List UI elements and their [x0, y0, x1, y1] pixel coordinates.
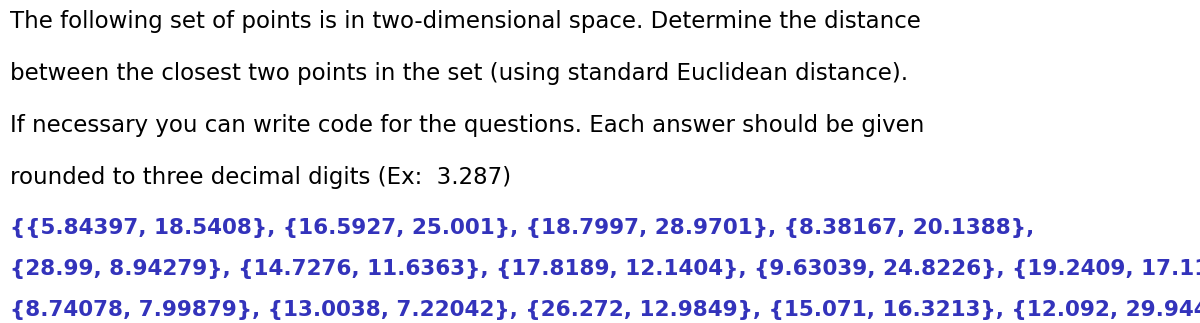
Text: The following set of points is in two-dimensional space. Determine the distance: The following set of points is in two-di… — [10, 10, 920, 33]
Text: between the closest two points in the set (using standard Euclidean distance).: between the closest two points in the se… — [10, 62, 908, 85]
Text: If necessary you can write code for the questions. Each answer should be given: If necessary you can write code for the … — [10, 114, 924, 137]
Text: rounded to three decimal digits (Ex:  3.287): rounded to three decimal digits (Ex: 3.2… — [10, 166, 511, 189]
Text: {8.74078, 7.99879}, {13.0038, 7.22042}, {26.272, 12.9849}, {15.071, 16.3213}, {1: {8.74078, 7.99879}, {13.0038, 7.22042}, … — [10, 300, 1200, 320]
Text: {28.99, 8.94279}, {14.7276, 11.6363}, {17.8189, 12.1404}, {9.63039, 24.8226}, {1: {28.99, 8.94279}, {14.7276, 11.6363}, {1… — [10, 259, 1200, 279]
Text: {{5.84397, 18.5408}, {16.5927, 25.001}, {18.7997, 28.9701}, {8.38167, 20.1388},: {{5.84397, 18.5408}, {16.5927, 25.001}, … — [10, 218, 1034, 238]
